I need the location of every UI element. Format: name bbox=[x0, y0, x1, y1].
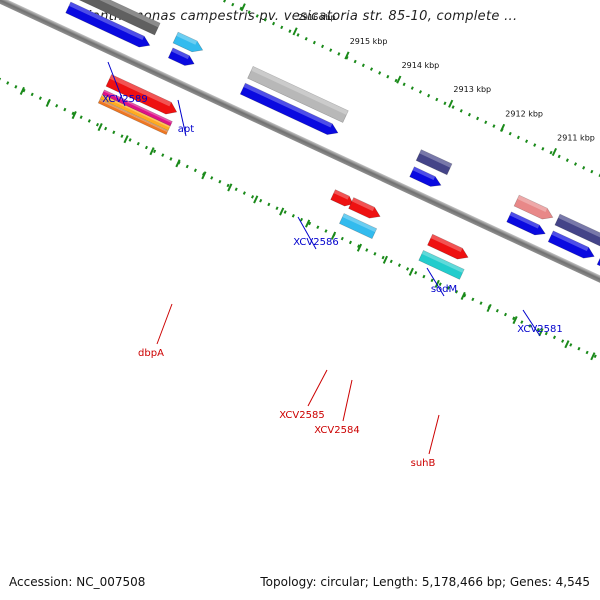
gene-strip bbox=[99, 94, 171, 131]
minor-tick bbox=[149, 147, 155, 156]
map-title: Xanthomonas campestris pv. vesicatoria s… bbox=[82, 9, 518, 24]
minor-tick bbox=[97, 123, 103, 132]
leader-line bbox=[307, 369, 328, 407]
gene-label-xcv2589: XCV2589 bbox=[102, 94, 147, 105]
gene-arrow bbox=[409, 166, 442, 187]
genome-backbone bbox=[0, 0, 600, 328]
gene-arrow bbox=[65, 1, 151, 48]
gene-arrow bbox=[513, 194, 554, 220]
tick-label: 2916 kbp bbox=[298, 13, 336, 22]
tick-label: 2914 kbp bbox=[402, 61, 440, 70]
tick-mark bbox=[344, 51, 350, 60]
minor-tick bbox=[19, 86, 25, 95]
minor-tick bbox=[356, 243, 363, 252]
gene-arrow bbox=[596, 253, 600, 278]
minor-tick bbox=[408, 267, 414, 276]
gene-label-xcv2581: XCV2581 bbox=[517, 324, 562, 335]
gene-label-xcv2585: XCV2585 bbox=[279, 410, 324, 421]
leader-line bbox=[297, 216, 317, 250]
leader-line bbox=[428, 414, 440, 455]
gene-arrow bbox=[506, 211, 546, 236]
tick-label: 2915 kbp bbox=[350, 37, 388, 46]
minor-tick bbox=[123, 135, 129, 144]
minor-tick bbox=[227, 183, 233, 192]
gene-strip bbox=[101, 89, 173, 127]
gene-label-apt: apt bbox=[178, 124, 194, 135]
gene-block bbox=[415, 149, 453, 176]
gene-label-suhb: suhB bbox=[411, 458, 436, 469]
gene-label-dbpa: dbpA bbox=[138, 348, 164, 359]
tick-label: 2912 kbp bbox=[505, 109, 543, 118]
minor-tick bbox=[434, 279, 440, 288]
tick-label: 2913 kbp bbox=[453, 85, 491, 94]
gene-strip bbox=[97, 99, 169, 136]
gene-arrow bbox=[427, 233, 469, 260]
leader-line bbox=[522, 309, 541, 337]
gene-arrow bbox=[547, 230, 595, 259]
gene-labels: XCV2589 apt XCV2586 sodM XCV2581 dbpA XCV2585 X… bbox=[102, 94, 562, 469]
minor-tick bbox=[564, 340, 570, 349]
minor-tick bbox=[590, 352, 596, 361]
tick-mark bbox=[240, 3, 246, 12]
gene-block bbox=[418, 250, 465, 280]
minor-tick bbox=[512, 316, 518, 325]
leader-line bbox=[177, 99, 187, 137]
gene-block bbox=[339, 213, 378, 240]
gene-arrow bbox=[172, 31, 204, 53]
leader-line bbox=[156, 303, 173, 345]
leader-line bbox=[107, 61, 126, 107]
dotted-track-bottom bbox=[0, 77, 600, 361]
gene-arrow bbox=[167, 47, 195, 66]
tick-mark bbox=[396, 75, 402, 84]
tick-mark bbox=[551, 147, 558, 157]
gene-arrow bbox=[330, 189, 354, 207]
leader-line bbox=[342, 379, 353, 422]
minor-tick bbox=[201, 171, 207, 180]
tick-mark bbox=[292, 27, 298, 36]
minor-tick bbox=[45, 98, 51, 108]
topology-summary: Topology: circular; Length: 5,178,466 bp… bbox=[260, 575, 590, 589]
leader-line bbox=[426, 267, 445, 297]
minor-tick bbox=[538, 328, 544, 337]
gene-label-xcv2586: XCV2586 bbox=[293, 237, 338, 248]
scale-ticks: 2920 kbp2919 kbp2918 kbp2917 kbp2916 kbp… bbox=[19, 3, 596, 361]
gene-label-xcv2584: XCV2584 bbox=[314, 425, 359, 436]
label-leaders bbox=[107, 61, 541, 455]
tick-mark bbox=[499, 123, 506, 132]
minor-tick bbox=[71, 110, 77, 120]
minor-tick bbox=[486, 303, 492, 313]
gene-arrow bbox=[239, 82, 339, 135]
gene-arrow bbox=[348, 197, 381, 219]
minor-tick bbox=[253, 195, 259, 204]
tick-mark bbox=[448, 99, 454, 108]
gene-arrow bbox=[105, 74, 178, 115]
minor-tick bbox=[460, 291, 466, 300]
gene-label-sodm: sodM bbox=[431, 284, 457, 295]
minor-tick bbox=[279, 207, 285, 216]
accession-text: Accession: NC_007508 bbox=[9, 575, 146, 589]
minor-tick bbox=[305, 219, 311, 228]
dotted-tracks bbox=[0, 0, 600, 361]
backbone-line bbox=[0, 0, 600, 328]
gene-block bbox=[247, 66, 349, 123]
tick-label: 2911 kbp bbox=[557, 133, 595, 142]
minor-tick bbox=[175, 159, 181, 168]
gene-features bbox=[65, 0, 600, 280]
minor-tick bbox=[330, 231, 337, 240]
minor-tick bbox=[382, 255, 388, 264]
gene-block bbox=[554, 213, 600, 247]
gene-block bbox=[72, 0, 161, 36]
